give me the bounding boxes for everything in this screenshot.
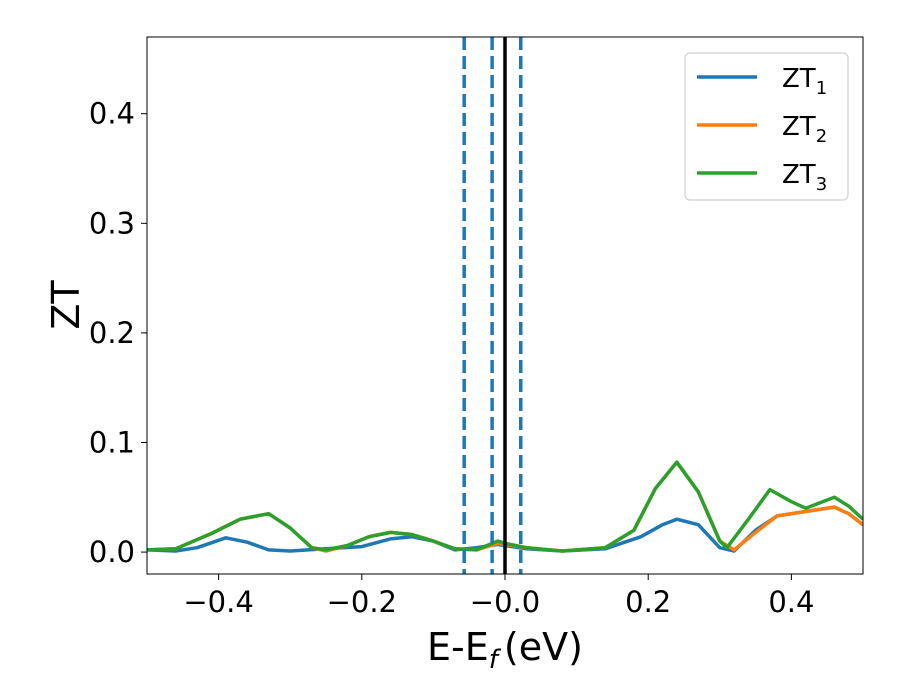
- legend-box: [684, 52, 849, 201]
- y-tick-label: 0.4: [89, 97, 135, 131]
- series-line-zt3: [147, 460, 863, 553]
- x-tick-label: 0.2: [625, 585, 671, 619]
- y-axis-label: ZT: [44, 280, 88, 330]
- legend-label-zt3: ZT3: [782, 160, 827, 195]
- x-tick-label: −0.4: [183, 585, 253, 619]
- x-tick-label: −0.2: [327, 585, 397, 619]
- x-axis-label: E-Ef (eV): [427, 625, 583, 675]
- y-tick-label: 0.2: [89, 316, 135, 350]
- legend-label-zt2: ZT2: [782, 112, 827, 147]
- y-tick-label: 0.1: [89, 425, 135, 459]
- y-tick-label: 0.3: [89, 206, 135, 240]
- legend-label-zt1: ZT1: [782, 64, 827, 99]
- plot-marks: [147, 37, 863, 574]
- axis-ticks: −0.4 −0.2 −0.0 0.2 0.4 0.0 0.1 0.2 0.3 0.4: [89, 97, 815, 619]
- legend: ZT1 ZT2 ZT3: [684, 52, 849, 201]
- x-tick-label: 0.4: [768, 585, 814, 619]
- x-tick-label: −0.0: [470, 585, 540, 619]
- y-tick-label: 0.0: [89, 535, 135, 569]
